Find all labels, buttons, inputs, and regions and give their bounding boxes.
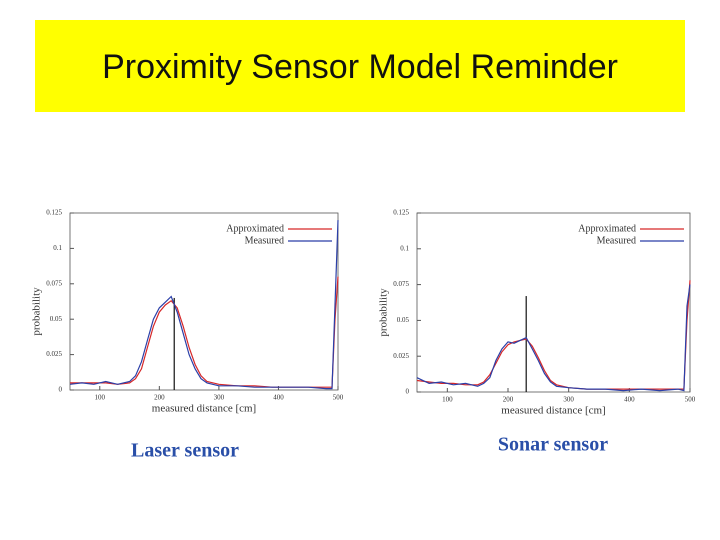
y-tick-label: 0.075 <box>393 280 409 288</box>
x-tick-label: 400 <box>273 394 284 402</box>
series-line <box>416 280 691 390</box>
y-tick-label: 0.1 <box>53 244 62 252</box>
title-box <box>35 20 685 112</box>
y-tick-label: 0.025 <box>393 352 409 360</box>
y-tick-label: 0.125 <box>393 209 409 217</box>
chart-caption: Laser sensor <box>131 440 239 462</box>
y-tick-label: 0.1 <box>400 244 409 252</box>
x-tick-label: 400 <box>624 396 635 404</box>
x-tick-label: 100 <box>95 394 106 402</box>
x-axis-label: measured distance [cm] <box>501 405 605 417</box>
series-line <box>70 276 339 388</box>
y-tick-label: 0 <box>406 388 410 396</box>
x-tick-label: 200 <box>503 396 514 404</box>
y-tick-label: 0.075 <box>46 279 62 287</box>
chart-caption: Sonar sensor <box>498 434 608 456</box>
slide-title: Proximity Sensor Model Reminder <box>102 48 618 86</box>
legend-label: Measured <box>597 235 636 246</box>
x-tick-label: 500 <box>685 396 696 404</box>
x-tick-label: 300 <box>214 394 225 402</box>
y-tick-label: 0.025 <box>46 350 62 358</box>
x-tick-label: 300 <box>563 396 574 404</box>
y-axis-label: probability <box>378 288 390 337</box>
x-tick-label: 200 <box>154 394 165 402</box>
x-tick-label: 100 <box>442 396 453 404</box>
legend-label: Approximated <box>578 223 636 234</box>
y-tick-label: 0.05 <box>397 316 410 324</box>
y-tick-label: 0.05 <box>50 315 63 323</box>
y-tick-label: 0 <box>59 386 63 394</box>
series-line <box>416 284 691 392</box>
plot-frame <box>416 212 691 393</box>
x-tick-label: 500 <box>333 394 344 402</box>
y-tick-label: 0.125 <box>46 209 62 217</box>
legend-label: Measured <box>245 235 284 246</box>
plot-frame <box>69 212 339 391</box>
series-line <box>69 220 339 390</box>
x-axis-label: measured distance [cm] <box>152 403 256 415</box>
legend-label: Approximated <box>226 223 284 234</box>
y-axis-label: probability <box>31 287 43 336</box>
